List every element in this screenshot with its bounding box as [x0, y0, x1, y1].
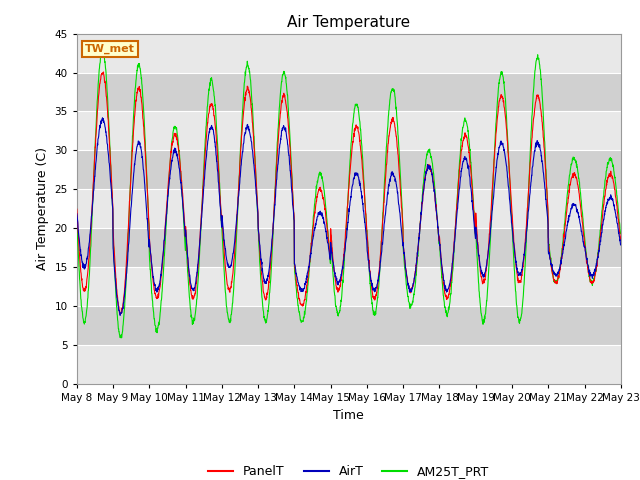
- AirT: [569, 203, 577, 209]
- Text: TW_met: TW_met: [85, 44, 135, 54]
- AM25T_PRT: [507, 205, 515, 211]
- AirT: [377, 259, 385, 265]
- AM25T_PRT: [99, 45, 106, 50]
- Bar: [77, 34, 621, 72]
- AirT: [584, 263, 592, 268]
- AM25T_PRT: [377, 253, 385, 259]
- Bar: [77, 189, 621, 228]
- AirT: [116, 312, 124, 318]
- AirT: [507, 212, 515, 217]
- AM25T_PRT: [118, 335, 125, 341]
- Bar: [77, 228, 621, 267]
- Title: Air Temperature: Air Temperature: [287, 15, 410, 30]
- AM25T_PRT: [365, 257, 372, 263]
- PanelT: [116, 311, 124, 317]
- Bar: [77, 72, 621, 111]
- AM25T_PRT: [617, 231, 625, 237]
- AirT: [365, 258, 372, 264]
- Bar: [77, 306, 621, 345]
- AirT: [99, 115, 106, 120]
- AM25T_PRT: [73, 218, 81, 224]
- Legend: PanelT, AirT, AM25T_PRT: PanelT, AirT, AM25T_PRT: [203, 460, 495, 480]
- PanelT: [617, 237, 625, 242]
- AirT: [73, 211, 81, 216]
- Line: PanelT: PanelT: [77, 72, 621, 314]
- Line: AM25T_PRT: AM25T_PRT: [77, 48, 621, 338]
- PanelT: [507, 196, 515, 202]
- PanelT: [73, 206, 81, 212]
- PanelT: [569, 171, 577, 177]
- PanelT: [377, 252, 385, 257]
- Bar: [77, 345, 621, 384]
- AirT: [225, 264, 233, 269]
- AirT: [617, 242, 625, 248]
- AM25T_PRT: [584, 262, 592, 268]
- PanelT: [100, 69, 108, 75]
- Bar: [77, 150, 621, 189]
- PanelT: [225, 287, 233, 293]
- AM25T_PRT: [225, 318, 233, 324]
- PanelT: [365, 254, 372, 260]
- Y-axis label: Air Temperature (C): Air Temperature (C): [36, 147, 49, 270]
- X-axis label: Time: Time: [333, 408, 364, 421]
- AM25T_PRT: [569, 156, 577, 162]
- Line: AirT: AirT: [77, 118, 621, 315]
- PanelT: [584, 266, 592, 272]
- Bar: [77, 111, 621, 150]
- Bar: [77, 267, 621, 306]
